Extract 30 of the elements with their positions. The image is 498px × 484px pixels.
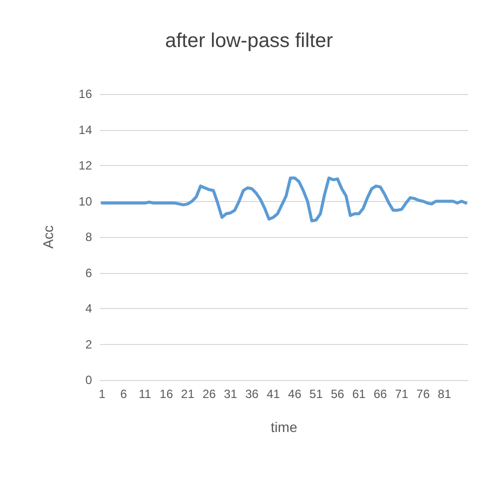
y-axis-title: Acc xyxy=(40,225,56,249)
x-tick-label: 56 xyxy=(330,387,344,401)
y-tick-label: 0 xyxy=(85,373,92,387)
line-series xyxy=(100,176,468,222)
x-tick-label: 46 xyxy=(288,387,302,401)
y-tick-label: 2 xyxy=(85,337,92,352)
y-tick-label: 14 xyxy=(78,122,92,137)
x-tick-label: 81 xyxy=(438,387,452,401)
y-tick-label: 10 xyxy=(78,194,92,208)
x-tick-label: 26 xyxy=(202,387,216,401)
y-tick-label: 4 xyxy=(85,302,92,316)
x-axis-title: time xyxy=(270,419,298,435)
x-tick-label: 36 xyxy=(245,387,259,401)
x-tick-label: 21 xyxy=(181,387,195,401)
x-tick-label: 66 xyxy=(374,387,388,401)
y-tick-label: 8 xyxy=(85,230,92,244)
y-tick-label: 16 xyxy=(78,87,92,101)
x-tick-label: 51 xyxy=(309,387,324,401)
x-tick-label: 71 xyxy=(394,387,409,401)
x-tick-label: 61 xyxy=(352,387,366,401)
x-tick-label: 11 xyxy=(138,387,152,401)
chart-title: after low-pass filter xyxy=(165,30,334,52)
x-tick-label: 6 xyxy=(120,387,128,401)
x-tick-label: 41 xyxy=(266,387,280,401)
y-tick-label: 6 xyxy=(85,266,92,280)
x-tick-label: 1 xyxy=(98,387,106,401)
x-tick-label: 31 xyxy=(224,387,238,401)
y-tick-label: 12 xyxy=(78,158,92,172)
x-tick-label: 16 xyxy=(160,387,174,401)
x-tick-label: 76 xyxy=(416,387,430,401)
